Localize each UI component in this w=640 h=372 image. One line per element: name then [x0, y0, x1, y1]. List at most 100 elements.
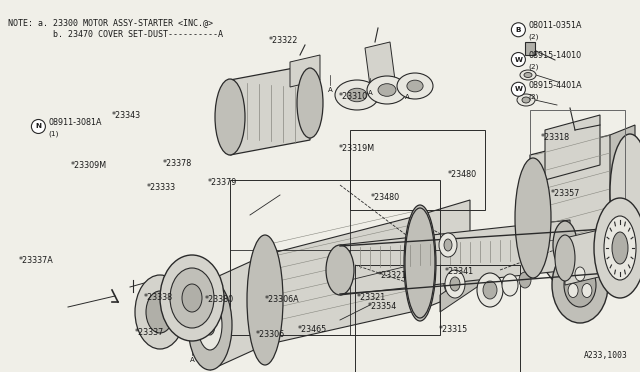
Ellipse shape — [188, 280, 232, 370]
Ellipse shape — [439, 233, 457, 257]
Ellipse shape — [568, 283, 578, 298]
Text: (1): (1) — [49, 130, 59, 137]
Polygon shape — [565, 225, 620, 285]
Ellipse shape — [405, 208, 435, 318]
Polygon shape — [290, 55, 320, 87]
Polygon shape — [525, 42, 535, 55]
Polygon shape — [440, 268, 480, 312]
Text: (2): (2) — [529, 33, 539, 40]
Text: *23380: *23380 — [205, 295, 234, 304]
Circle shape — [511, 82, 525, 96]
Polygon shape — [230, 65, 310, 155]
Polygon shape — [160, 268, 210, 342]
Text: 08011-0351A: 08011-0351A — [529, 21, 582, 30]
Text: *23357: *23357 — [550, 189, 580, 198]
Text: A: A — [367, 90, 372, 96]
Bar — [230, 180, 440, 335]
Ellipse shape — [450, 277, 460, 291]
Ellipse shape — [517, 94, 535, 106]
Bar — [530, 110, 625, 240]
Ellipse shape — [520, 70, 536, 80]
Ellipse shape — [502, 274, 518, 296]
Ellipse shape — [604, 216, 636, 280]
Text: *23341: *23341 — [445, 267, 474, 276]
Text: *23310: *23310 — [339, 92, 369, 101]
Text: *23354: *23354 — [368, 302, 397, 311]
Text: *23480: *23480 — [371, 193, 401, 202]
Ellipse shape — [367, 76, 407, 104]
Ellipse shape — [445, 270, 465, 298]
Ellipse shape — [477, 273, 503, 307]
Bar — [355, 265, 520, 372]
Ellipse shape — [553, 221, 577, 269]
Text: (2): (2) — [529, 63, 539, 70]
Text: *23322: *23322 — [269, 36, 298, 45]
Ellipse shape — [170, 268, 214, 328]
Polygon shape — [610, 125, 635, 250]
Text: B: B — [516, 27, 521, 33]
Text: 08915-4401A: 08915-4401A — [529, 81, 582, 90]
Ellipse shape — [610, 134, 640, 250]
Ellipse shape — [335, 80, 379, 110]
Text: *23337: *23337 — [134, 328, 164, 337]
Ellipse shape — [198, 300, 222, 350]
Ellipse shape — [594, 198, 640, 298]
Text: *23321: *23321 — [357, 293, 387, 302]
Ellipse shape — [205, 315, 215, 335]
Ellipse shape — [397, 73, 433, 99]
Text: *23378: *23378 — [163, 159, 193, 168]
Text: A: A — [328, 87, 332, 93]
Ellipse shape — [612, 232, 628, 264]
Ellipse shape — [347, 88, 367, 102]
Ellipse shape — [582, 283, 592, 298]
Ellipse shape — [297, 68, 323, 138]
Polygon shape — [365, 42, 395, 86]
Text: *23318: *23318 — [541, 133, 570, 142]
Circle shape — [511, 52, 525, 67]
Text: *23309M: *23309M — [70, 161, 106, 170]
Ellipse shape — [215, 79, 245, 155]
Ellipse shape — [555, 235, 575, 281]
Ellipse shape — [135, 275, 185, 349]
Polygon shape — [265, 215, 420, 345]
Text: N: N — [35, 124, 42, 129]
Text: W: W — [515, 86, 522, 92]
Text: *23333: *23333 — [147, 183, 177, 192]
Ellipse shape — [564, 263, 596, 307]
Ellipse shape — [519, 272, 531, 288]
Circle shape — [31, 119, 45, 134]
Text: 08911-3081A: 08911-3081A — [49, 118, 102, 127]
Text: A: A — [404, 94, 410, 100]
Ellipse shape — [444, 239, 452, 251]
Text: NOTE: a. 23300 MOTOR ASSY-STARTER <INC.@>: NOTE: a. 23300 MOTOR ASSY-STARTER <INC.@… — [8, 18, 213, 27]
Ellipse shape — [404, 205, 436, 321]
Text: (2): (2) — [529, 93, 539, 100]
Text: *23315: *23315 — [438, 325, 468, 334]
Text: A233,1003: A233,1003 — [584, 351, 628, 360]
Ellipse shape — [522, 97, 530, 103]
Circle shape — [511, 23, 525, 37]
Polygon shape — [420, 200, 470, 310]
Text: *23338: *23338 — [144, 293, 173, 302]
Ellipse shape — [515, 158, 551, 278]
Polygon shape — [545, 115, 600, 180]
Ellipse shape — [575, 267, 585, 281]
Text: *23465: *23465 — [298, 325, 327, 334]
Text: *23306: *23306 — [256, 330, 285, 339]
Ellipse shape — [552, 247, 608, 323]
Ellipse shape — [524, 73, 532, 77]
Text: *23337A: *23337A — [19, 256, 54, 265]
Text: A: A — [189, 357, 195, 363]
Ellipse shape — [326, 245, 354, 295]
Text: *23306A: *23306A — [264, 295, 299, 304]
Ellipse shape — [182, 284, 202, 312]
Ellipse shape — [378, 84, 396, 96]
Bar — [350, 130, 485, 210]
Ellipse shape — [160, 255, 224, 341]
Ellipse shape — [407, 80, 423, 92]
Text: *23321: *23321 — [378, 271, 407, 280]
Ellipse shape — [483, 281, 497, 299]
Polygon shape — [210, 255, 265, 370]
Ellipse shape — [146, 291, 174, 333]
Text: *23343: *23343 — [112, 111, 141, 120]
